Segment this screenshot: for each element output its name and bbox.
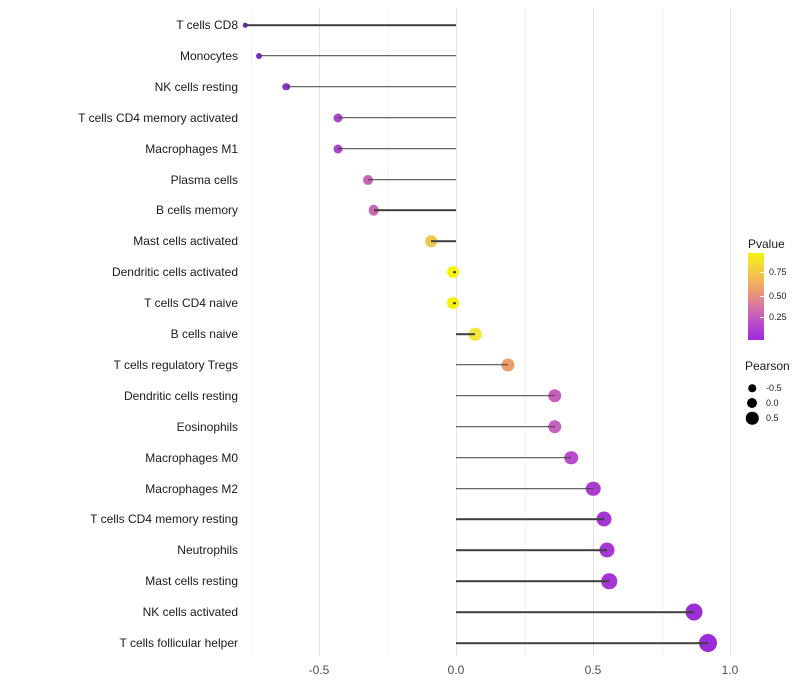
category-label: Plasma cells xyxy=(170,172,238,187)
pearson-legend-label: -0.5 xyxy=(766,383,782,393)
gridline-major xyxy=(319,8,320,656)
category-label: Dendritic cells resting xyxy=(123,388,238,403)
category-label: Dendritic cells activated xyxy=(111,265,238,280)
x-axis-tick-label: 0.5 xyxy=(584,663,602,677)
lollipop-stem xyxy=(456,642,709,644)
lollipop-stem xyxy=(456,333,476,335)
gridline-minor xyxy=(524,8,526,656)
category-label: T cells CD4 memory resting xyxy=(90,512,238,527)
lollipop-stem xyxy=(431,240,456,243)
gridline-minor xyxy=(661,8,663,656)
lollipop-dot xyxy=(685,603,703,621)
lollipop-dot xyxy=(547,389,562,403)
lollipop-stem xyxy=(245,24,456,26)
lollipop-dot xyxy=(601,573,618,589)
lollipop-stem xyxy=(338,116,456,119)
pearson-legend-label: 0.5 xyxy=(766,413,779,423)
lollipop-stem xyxy=(456,364,509,366)
lollipop-dot xyxy=(596,511,612,527)
pvalue-legend-title: Pvalue xyxy=(748,237,785,251)
lollipop-dot xyxy=(599,542,615,558)
category-label: Macrophages M1 xyxy=(145,141,238,156)
gridline-minor xyxy=(250,8,252,656)
colorbar-tick-mark xyxy=(760,272,764,274)
category-label: T cells regulatory Tregs xyxy=(113,357,239,372)
category-label: NK cells resting xyxy=(154,79,238,94)
pearson-legend-dot xyxy=(745,411,759,425)
category-label: T cells CD4 naive xyxy=(144,296,238,311)
lollipop-stem xyxy=(456,487,593,490)
lollipop-stem xyxy=(258,55,456,57)
category-label: B cells naive xyxy=(170,327,238,341)
lollipop-stem xyxy=(456,549,607,552)
lollipop-stem xyxy=(338,147,456,150)
colorbar-tick-mark xyxy=(760,317,764,319)
colorbar-tick-mark xyxy=(760,295,764,297)
lollipop-stem xyxy=(456,611,695,613)
gridline-major xyxy=(593,8,594,656)
gridline-minor xyxy=(387,8,389,656)
lollipop-stem xyxy=(456,425,555,428)
lollipop-dot xyxy=(547,419,562,434)
category-label: B cells memory xyxy=(155,203,238,218)
x-axis-tick-label: 0.0 xyxy=(447,663,465,677)
lollipop-stem xyxy=(456,456,572,459)
category-label: NK cells activated xyxy=(142,605,238,620)
pearson-legend-dot xyxy=(747,398,757,408)
lollipop-dot xyxy=(585,481,601,496)
lollipop-stem xyxy=(368,178,456,181)
colorbar-tick-label: 0.25 xyxy=(769,312,787,323)
lollipop-stem xyxy=(456,580,610,582)
pvalue-colorbar xyxy=(748,253,764,340)
pearson-legend-dot xyxy=(748,384,756,392)
pearson-legend-title: Pearson xyxy=(745,359,790,373)
lollipop-stem xyxy=(456,395,555,397)
category-label: Mast cells resting xyxy=(145,574,238,589)
category-label: Macrophages M0 xyxy=(145,450,238,465)
gridline-major xyxy=(456,8,457,656)
lollipop-stem xyxy=(286,86,456,88)
colorbar-tick-label: 0.50 xyxy=(769,290,787,301)
category-label: Neutrophils xyxy=(177,543,238,558)
x-axis-tick-label: -0.5 xyxy=(308,663,330,677)
lollipop-dot xyxy=(501,358,515,372)
category-label: Macrophages M2 xyxy=(145,481,238,496)
lollipop-dot xyxy=(468,327,482,341)
category-label: T cells CD4 memory activated xyxy=(78,110,238,125)
x-axis-tick-label: 1.0 xyxy=(721,663,739,677)
category-label: Monocytes xyxy=(179,48,238,63)
lollipop-stem xyxy=(453,302,456,304)
lollipop-dot xyxy=(564,450,578,465)
category-label: T cells CD8 xyxy=(176,18,238,32)
lollipop-stem xyxy=(453,271,456,273)
lollipop-stem xyxy=(456,518,604,521)
category-label: Eosinophils xyxy=(176,419,238,434)
category-label: T cells follicular helper xyxy=(119,636,239,650)
pearson-legend-label: 0.0 xyxy=(766,398,779,408)
lollipop-dot xyxy=(699,634,718,652)
category-label: Mast cells activated xyxy=(133,234,238,249)
lollipop-stem xyxy=(373,209,456,212)
colorbar-tick-label: 0.75 xyxy=(769,267,787,278)
gridline-major xyxy=(730,8,731,656)
